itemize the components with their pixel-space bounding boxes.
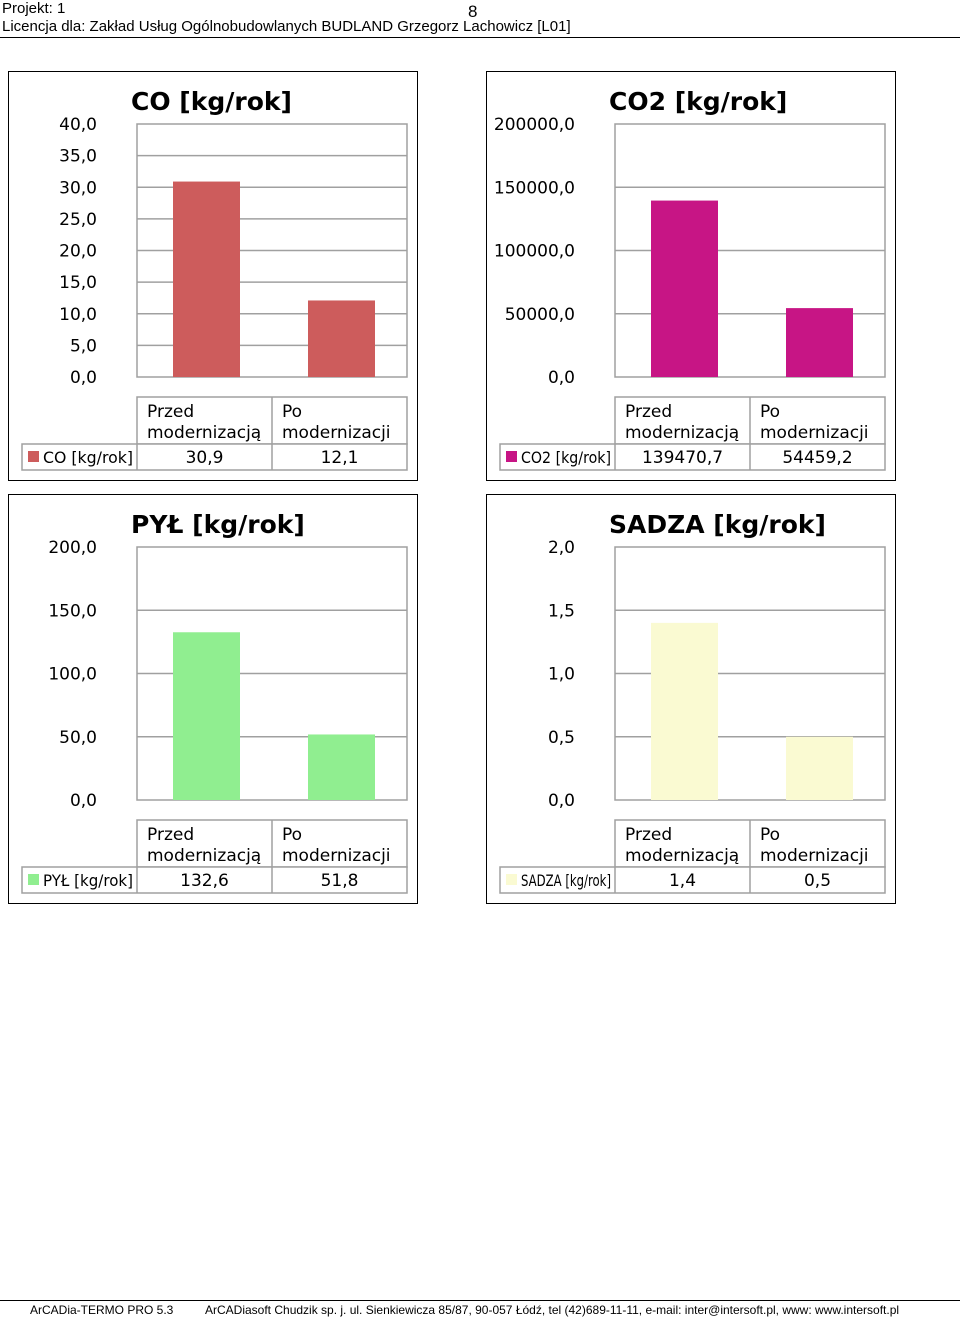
legend-swatch [28,874,39,885]
category-label: Przed [147,402,194,422]
y-tick-label: 50,0 [59,728,97,748]
table-value-row [21,443,408,471]
category-label: modernizacji [282,846,391,866]
y-tick-label: 100,0 [48,665,97,685]
y-tick-label: 0,0 [70,791,97,811]
chart-sadza: 2,0 1,5 1,0 0,5 0,0 SADZA [kg/rok] Przed modern… [486,494,896,904]
bar-po [308,300,375,377]
y-tick-label: 0,5 [548,728,575,748]
chart-title: CO [kg/rok] [131,87,292,116]
legend-label: CO [kg/rok] [43,448,133,467]
y-tick-label: 35,0 [59,147,97,167]
category-label: Po [760,402,780,422]
bar-po [786,736,853,800]
y-tick-label: 1,0 [548,665,575,685]
legend-swatch [506,451,517,462]
bar-po [308,734,375,800]
y-tick-label: 0,0 [70,368,97,388]
y-tick-label: 0,0 [548,368,575,388]
footer-company: ArCADiasoft Chudzik sp. j. ul. Sienkiewi… [205,1303,900,1317]
chart-title: PYŁ [kg/rok] [131,510,305,539]
data-label: 12,1 [321,448,359,468]
bar-przed [173,181,240,377]
category-label: modernizacją [625,423,739,443]
chart-title: SADZA [kg/rok] [609,510,826,539]
y-tick-label: 0,0 [548,791,575,811]
chart-pyl: 200,0 150,0 100,0 50,0 0,0 PYŁ [kg/rok] Przed m… [8,494,418,904]
chart-title: CO2 [kg/rok] [609,87,787,116]
header-divider [0,37,960,38]
category-label: modernizacji [760,423,869,443]
bar-po [786,308,853,377]
y-tick-label: 50000,0 [505,305,575,325]
category-label: modernizacją [625,846,739,866]
data-label: 132,6 [180,871,229,891]
y-tick-label: 20,0 [59,242,97,262]
y-tick-label: 2,0 [548,538,575,558]
license-label: Licencja dla: Zakład Usług Ogólnobudowla… [2,18,571,35]
table-value-row [499,866,886,894]
category-label: Przed [147,825,194,845]
y-tick-label: 5,0 [70,336,97,356]
page-number: 8 [468,2,478,21]
y-tick-label: 1,5 [548,601,575,621]
bar-przed [651,622,718,800]
category-label: Przed [625,402,672,422]
chart-svg: 40,0 35,0 30,0 25,0 20,0 15,0 10,0 5,0 0,0 CO [kg… [21,87,408,471]
data-label: 54459,2 [782,448,852,468]
footer-divider [0,1300,960,1301]
legend-swatch [28,451,39,462]
y-tick-label: 200000,0 [494,115,575,135]
y-tick-label: 200,0 [48,538,97,558]
legend-label: SADZA [kg/rok] [521,871,611,890]
y-tick-label: 30,0 [59,178,97,198]
legend-swatch [506,874,517,885]
chart-co2: 200000,0 150000,0 100000,0 50000,0 0,0 CO2 [k… [486,71,896,481]
footer-software: ArCADia-TERMO PRO 5.3 [30,1303,174,1317]
legend-label: CO2 [kg/rok] [521,448,611,467]
chart-svg: 200000,0 150000,0 100000,0 50000,0 0,0 CO2 [k… [494,87,886,471]
category-label: Po [282,825,302,845]
y-tick-label: 25,0 [59,210,97,230]
y-tick-label: 150,0 [48,601,97,621]
data-label: 0,5 [804,871,831,891]
data-label: 139470,7 [642,448,723,468]
y-tick-label: 100000,0 [494,242,575,262]
bar-przed [173,632,240,800]
y-tick-label: 15,0 [59,273,97,293]
bar-przed [651,200,718,377]
project-label: Projekt: 1 [2,0,66,17]
category-label: Po [760,825,780,845]
y-tick-label: 150000,0 [494,178,575,198]
y-tick-label: 10,0 [59,305,97,325]
category-label: modernizacji [282,423,391,443]
table-value-row [21,866,408,894]
data-label: 1,4 [669,871,696,891]
category-label: Po [282,402,302,422]
data-label: 30,9 [186,448,224,468]
data-label: 51,8 [321,871,359,891]
table-value-row [499,443,886,471]
category-label: modernizacji [760,846,869,866]
category-label: modernizacją [147,846,261,866]
category-label: modernizacją [147,423,261,443]
category-label: Przed [625,825,672,845]
y-tick-label: 40,0 [59,115,97,135]
chart-co: 40,0 35,0 30,0 25,0 20,0 15,0 10,0 5,0 0,0 CO [kg… [8,71,418,481]
legend-label: PYŁ [kg/rok] [43,871,133,890]
